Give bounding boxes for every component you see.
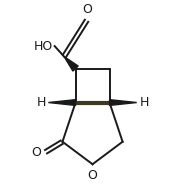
Text: O: O	[82, 3, 92, 16]
Text: HO: HO	[33, 40, 53, 53]
Polygon shape	[48, 100, 76, 105]
Polygon shape	[64, 57, 78, 71]
Text: O: O	[88, 169, 98, 182]
Polygon shape	[110, 100, 137, 105]
Text: O: O	[32, 146, 42, 159]
Text: H: H	[36, 96, 46, 109]
Text: H: H	[139, 96, 149, 109]
